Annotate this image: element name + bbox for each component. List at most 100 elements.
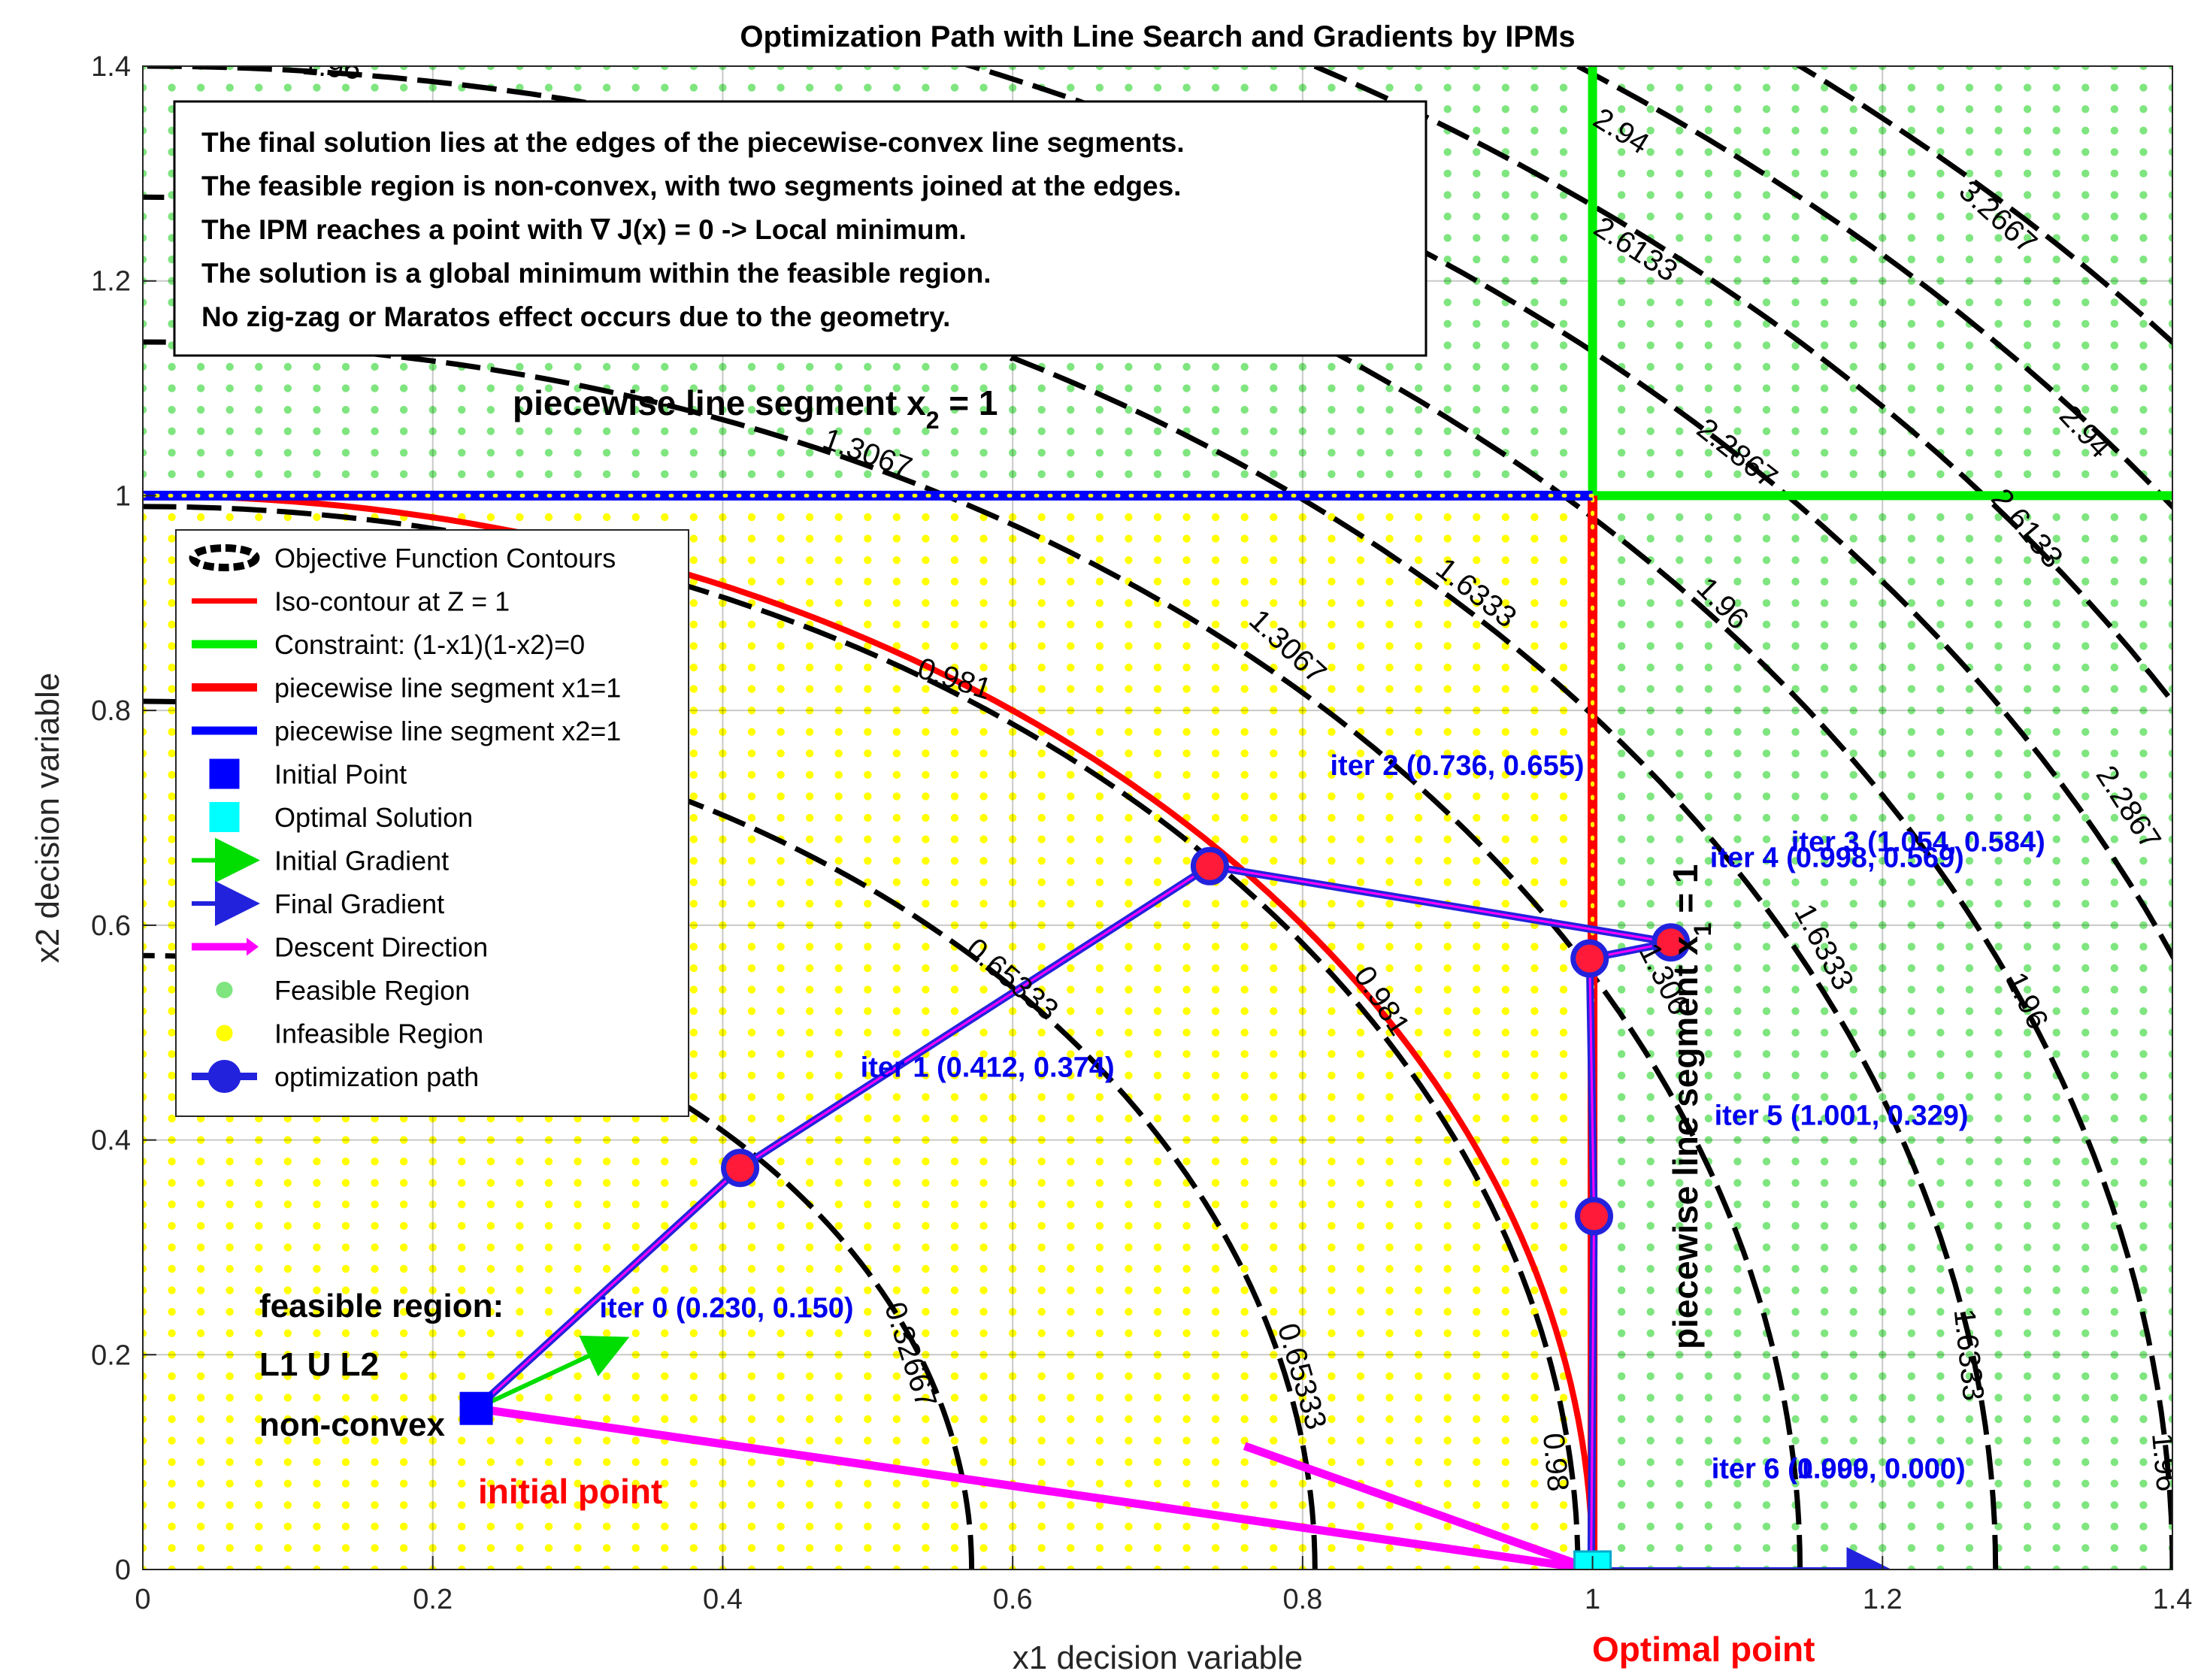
infeasible-dot: [950, 620, 959, 629]
feasible-dot: [1994, 856, 2003, 865]
feasible-dot: [1559, 298, 1568, 307]
feasible-dot: [1849, 1436, 1857, 1445]
feasible-dot: [2139, 513, 2148, 522]
infeasible-dot: [143, 943, 147, 951]
feasible-dot: [2081, 985, 2090, 994]
feasible-dot: [2023, 1179, 2032, 1187]
infeasible-dot: [1443, 1458, 1452, 1467]
feasible-dot: [255, 470, 263, 479]
feasible-dot: [2081, 1006, 2090, 1016]
feasible-dot: [777, 362, 785, 371]
infeasible-dot: [1067, 1114, 1075, 1123]
infeasible-dot: [1037, 685, 1046, 693]
feasible-dot: [1095, 405, 1104, 414]
feasible-dot: [1994, 1071, 2003, 1080]
infeasible-dot: [1414, 856, 1423, 865]
infeasible-dot: [516, 1264, 524, 1273]
feasible-dot: [1646, 191, 1655, 199]
infeasible-dot: [864, 1522, 872, 1531]
infeasible-dot: [747, 770, 756, 779]
infeasible-dot: [143, 1307, 147, 1316]
feasible-dot: [2139, 1157, 2148, 1166]
infeasible-dot: [168, 513, 176, 522]
feasible-dot: [196, 384, 205, 392]
feasible-dot: [1791, 1179, 1800, 1187]
infeasible-dot: [777, 1264, 785, 1273]
feasible-dot: [1733, 1415, 1742, 1424]
feasible-dot: [1820, 1329, 1829, 1337]
infeasible-dot: [661, 1179, 669, 1187]
infeasible-dot: [1067, 1501, 1075, 1509]
infeasible-dot: [864, 792, 872, 801]
infeasible-dot: [143, 1264, 147, 1273]
infeasible-dot: [255, 1179, 263, 1187]
feasible-dot: [1820, 1372, 1829, 1381]
infeasible-dot: [1240, 1458, 1249, 1467]
infeasible-dot: [1414, 943, 1423, 951]
feasible-dot: [1820, 1394, 1829, 1402]
infeasible-dot: [1530, 1179, 1539, 1187]
feasible-dot: [1617, 1050, 1626, 1058]
infeasible-dot: [143, 513, 147, 522]
infeasible-dot: [864, 1415, 872, 1424]
feasible-dot: [2052, 985, 2060, 994]
infeasible-dot: [1501, 1415, 1510, 1424]
feasible-dot: [1414, 449, 1423, 457]
infeasible-dot: [1530, 599, 1539, 607]
feasible-dot: [1328, 470, 1336, 479]
infeasible-dot: [428, 1415, 437, 1424]
infeasible-dot: [1182, 1243, 1191, 1252]
infeasible-dot: [631, 1544, 640, 1552]
feasible-dot: [1443, 427, 1452, 435]
infeasible-dot: [313, 1415, 321, 1424]
feasible-dot: [486, 449, 495, 457]
feasible-dot: [1907, 513, 1916, 522]
infeasible-dot: [1270, 770, 1278, 779]
feasible-dot: [1762, 577, 1771, 586]
feasible-dot: [1791, 534, 1800, 543]
feasible-dot: [950, 449, 959, 457]
infeasible-dot: [719, 1329, 727, 1337]
infeasible-dot: [689, 1264, 698, 1273]
infeasible-dot: [1530, 835, 1539, 843]
infeasible-dot: [1385, 1544, 1394, 1552]
infeasible-dot: [979, 1394, 988, 1402]
infeasible-dot: [834, 1071, 843, 1080]
infeasible-dot: [341, 1522, 350, 1531]
feasible-dot: [1965, 405, 1974, 414]
feasible-dot: [1936, 1394, 1945, 1402]
feasible-dot: [1907, 1050, 1916, 1058]
infeasible-dot: [1385, 1415, 1394, 1424]
feasible-dot: [283, 384, 292, 392]
infeasible-dot: [143, 620, 147, 629]
feasible-dot: [1849, 1264, 1857, 1273]
infeasible-dot: [458, 1136, 466, 1144]
feasible-dot: [1211, 405, 1220, 414]
infeasible-dot: [1473, 878, 1481, 886]
feasible-dot: [1704, 1394, 1713, 1402]
feasible-dot: [1907, 449, 1916, 457]
infeasible-dot: [689, 728, 698, 736]
feasible-dot: [1704, 728, 1713, 736]
infeasible-dot: [516, 1136, 524, 1144]
feasible-dot: [399, 470, 408, 479]
feasible-dot: [1646, 1458, 1655, 1467]
feasible-dot: [1733, 1394, 1742, 1402]
infeasible-dot: [1095, 577, 1104, 586]
feasible-dot: [1676, 1372, 1684, 1381]
infeasible-dot: [864, 813, 872, 822]
feasible-dot: [979, 449, 988, 457]
feasible-dot: [1646, 1028, 1655, 1037]
infeasible-dot: [950, 513, 959, 522]
infeasible-dot: [661, 1243, 669, 1252]
infeasible-dot: [1328, 1093, 1336, 1101]
infeasible-dot: [1095, 642, 1104, 650]
infeasible-dot: [574, 1458, 582, 1467]
infeasible-dot: [834, 1006, 843, 1016]
feasible-dot: [1182, 83, 1191, 92]
feasible-dot: [1849, 1006, 1857, 1016]
feasible-dot: [1791, 813, 1800, 822]
feasible-dot: [1762, 964, 1771, 973]
infeasible-dot: [1095, 985, 1104, 994]
infeasible-dot: [1328, 642, 1336, 650]
